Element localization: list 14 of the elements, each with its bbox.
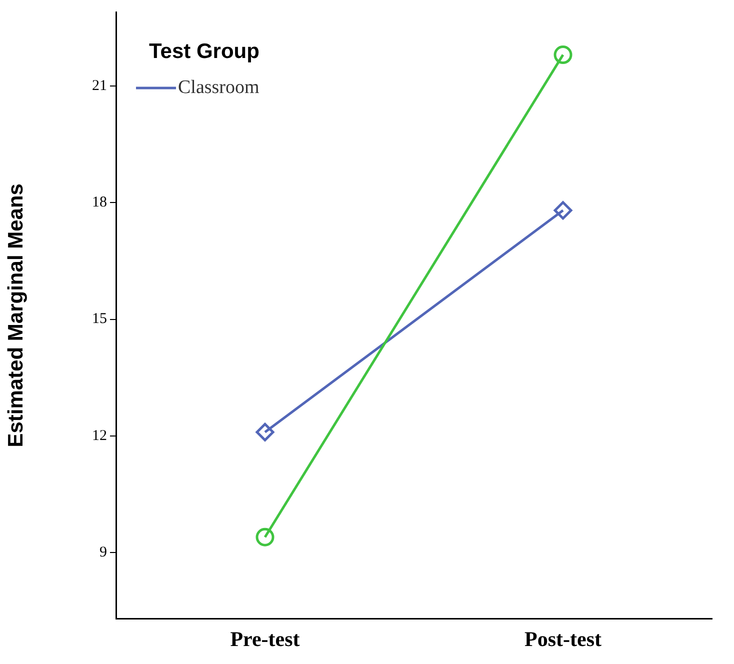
- y-tick-label: 12: [92, 428, 107, 444]
- point: [256, 528, 274, 546]
- legend-label: Classroom: [178, 76, 260, 98]
- legend-title: Test Group: [149, 40, 260, 63]
- y-tick-label: 18: [92, 194, 107, 211]
- y-tick-label: 15: [92, 311, 107, 328]
- point: [554, 201, 572, 220]
- y-tick-label: 21: [92, 78, 107, 94]
- x-tick-label: Pre-test: [230, 626, 300, 651]
- point: [256, 422, 274, 442]
- point: [554, 46, 572, 64]
- x-tick-label: Post-test: [524, 626, 602, 651]
- y-axis-title: Estimated Marginal Means: [4, 184, 28, 448]
- y-tick-label: 9: [100, 544, 107, 561]
